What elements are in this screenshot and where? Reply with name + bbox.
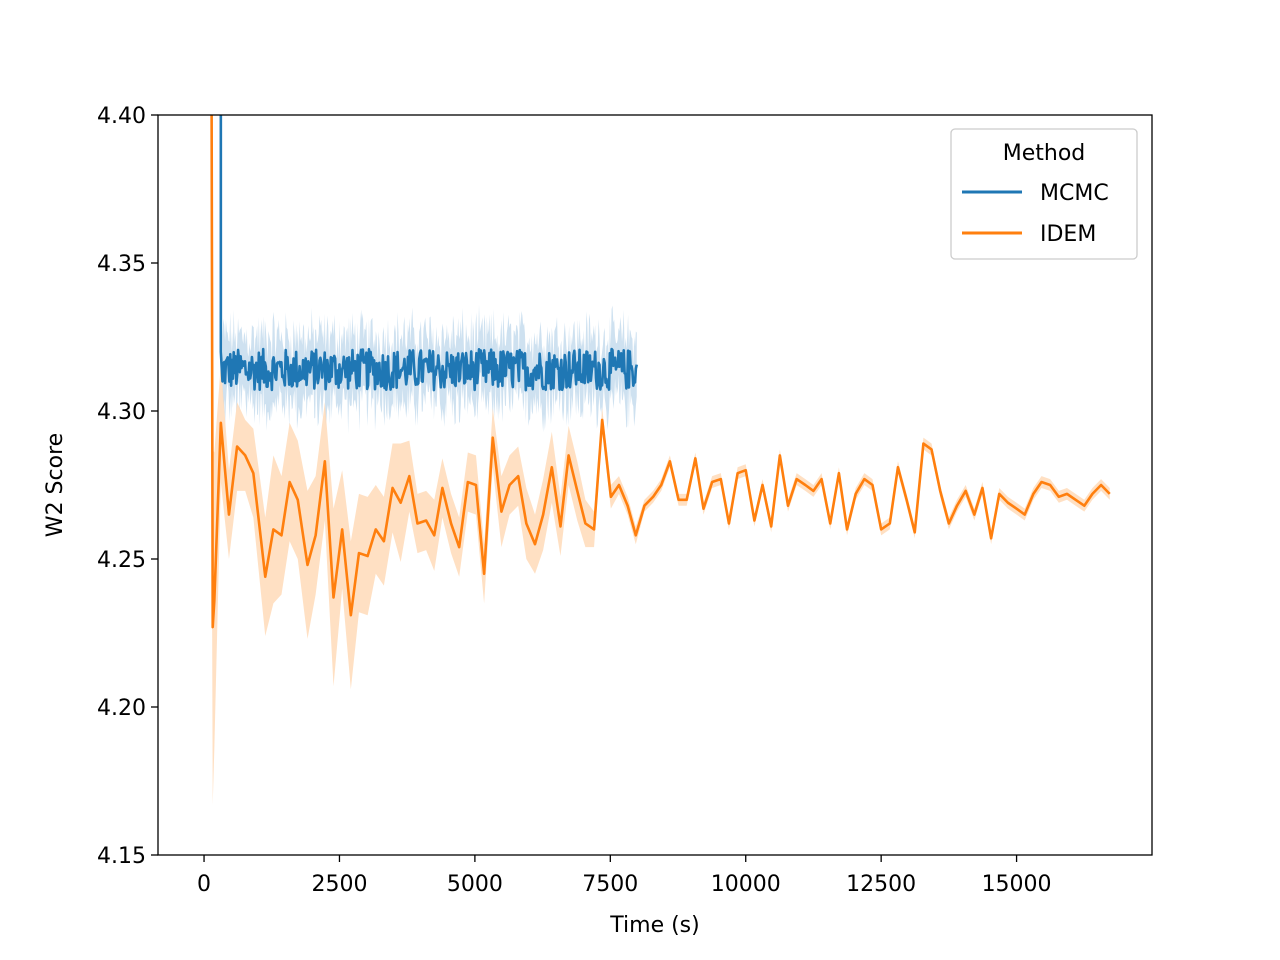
y-axis-label: W2 Score <box>43 433 68 537</box>
x-axis-label: Time (s) <box>609 913 699 938</box>
confidence-bands <box>211 115 1110 805</box>
x-tick-label: 0 <box>197 872 211 897</box>
y-tick-label: 4.30 <box>97 400 146 425</box>
x-tick-label: 15000 <box>982 872 1052 897</box>
idem-line <box>210 115 1111 629</box>
x-tick-label: 10000 <box>711 872 781 897</box>
legend-box <box>950 128 1138 260</box>
y-tick-label: 4.25 <box>97 548 146 573</box>
legend-label-mcmc: MCMC <box>1040 181 1109 206</box>
legend-title: Method <box>1003 141 1086 166</box>
x-tick-label: 12500 <box>846 872 916 897</box>
idem-band <box>211 115 1110 805</box>
plot-frame <box>157 114 1153 856</box>
x-tick-label: 7500 <box>582 872 638 897</box>
x-axis: 0 2500 5000 7500 10000 12500 15000 <box>197 855 1052 897</box>
y-tick-label: 4.35 <box>97 252 146 277</box>
legend-label-idem: IDEM <box>1040 222 1096 247</box>
y-tick-label: 4.20 <box>97 696 146 721</box>
x-tick-label: 2500 <box>311 872 367 897</box>
y-tick-label: 4.15 <box>97 844 146 869</box>
y-axis: 4.15 4.20 4.25 4.30 4.35 4.40 <box>97 104 158 869</box>
x-tick-label: 5000 <box>447 872 503 897</box>
y-tick-label: 4.40 <box>97 104 146 129</box>
legend: Method MCMC IDEM <box>950 128 1138 260</box>
mcmc-line <box>219 115 639 392</box>
series-lines <box>210 115 1111 629</box>
